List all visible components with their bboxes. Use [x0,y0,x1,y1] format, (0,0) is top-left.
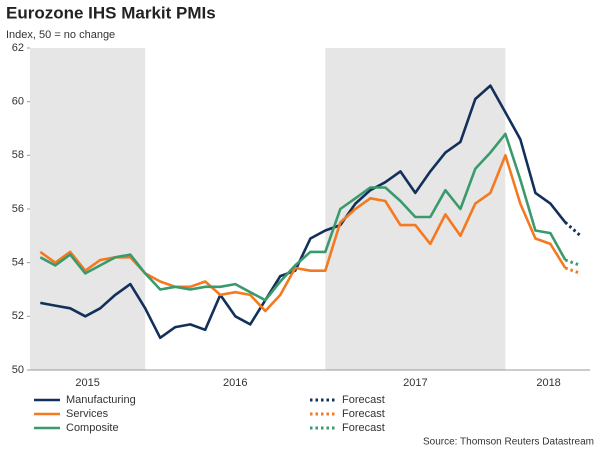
series-line [40,84,567,340]
forecast-line [564,266,582,275]
y-tick-label: 50 [12,364,24,376]
legend-label: Forecast [342,422,385,434]
x-tick-label: 2017 [403,377,427,389]
forecast-line [564,258,582,267]
x-tick-label: 2016 [223,377,247,389]
x-tick-label: 2018 [536,377,560,389]
legend-label: Composite [66,422,119,434]
chart-title: Eurozone IHS Markit PMIs [6,3,216,22]
y-tick-label: 52 [12,310,24,322]
y-tick-label: 54 [12,257,24,269]
x-tick-label: 2015 [75,377,99,389]
y-tick-label: 56 [12,203,24,215]
y-tick-label: 62 [12,42,24,54]
legend-label: Forecast [342,394,385,406]
forecast-line [564,221,582,237]
chart-subtitle: Index, 50 = no change [6,29,115,41]
shaded-period [30,48,146,370]
y-tick-label: 60 [12,96,24,108]
series-line [39,154,567,313]
legend-label: Services [66,408,109,420]
series-line [39,132,567,302]
legend-label: Forecast [342,408,385,420]
y-tick-label: 58 [12,149,24,161]
legend-label: Manufacturing [66,394,136,406]
source: Source: Thomson Reuters Datastream [423,437,594,448]
